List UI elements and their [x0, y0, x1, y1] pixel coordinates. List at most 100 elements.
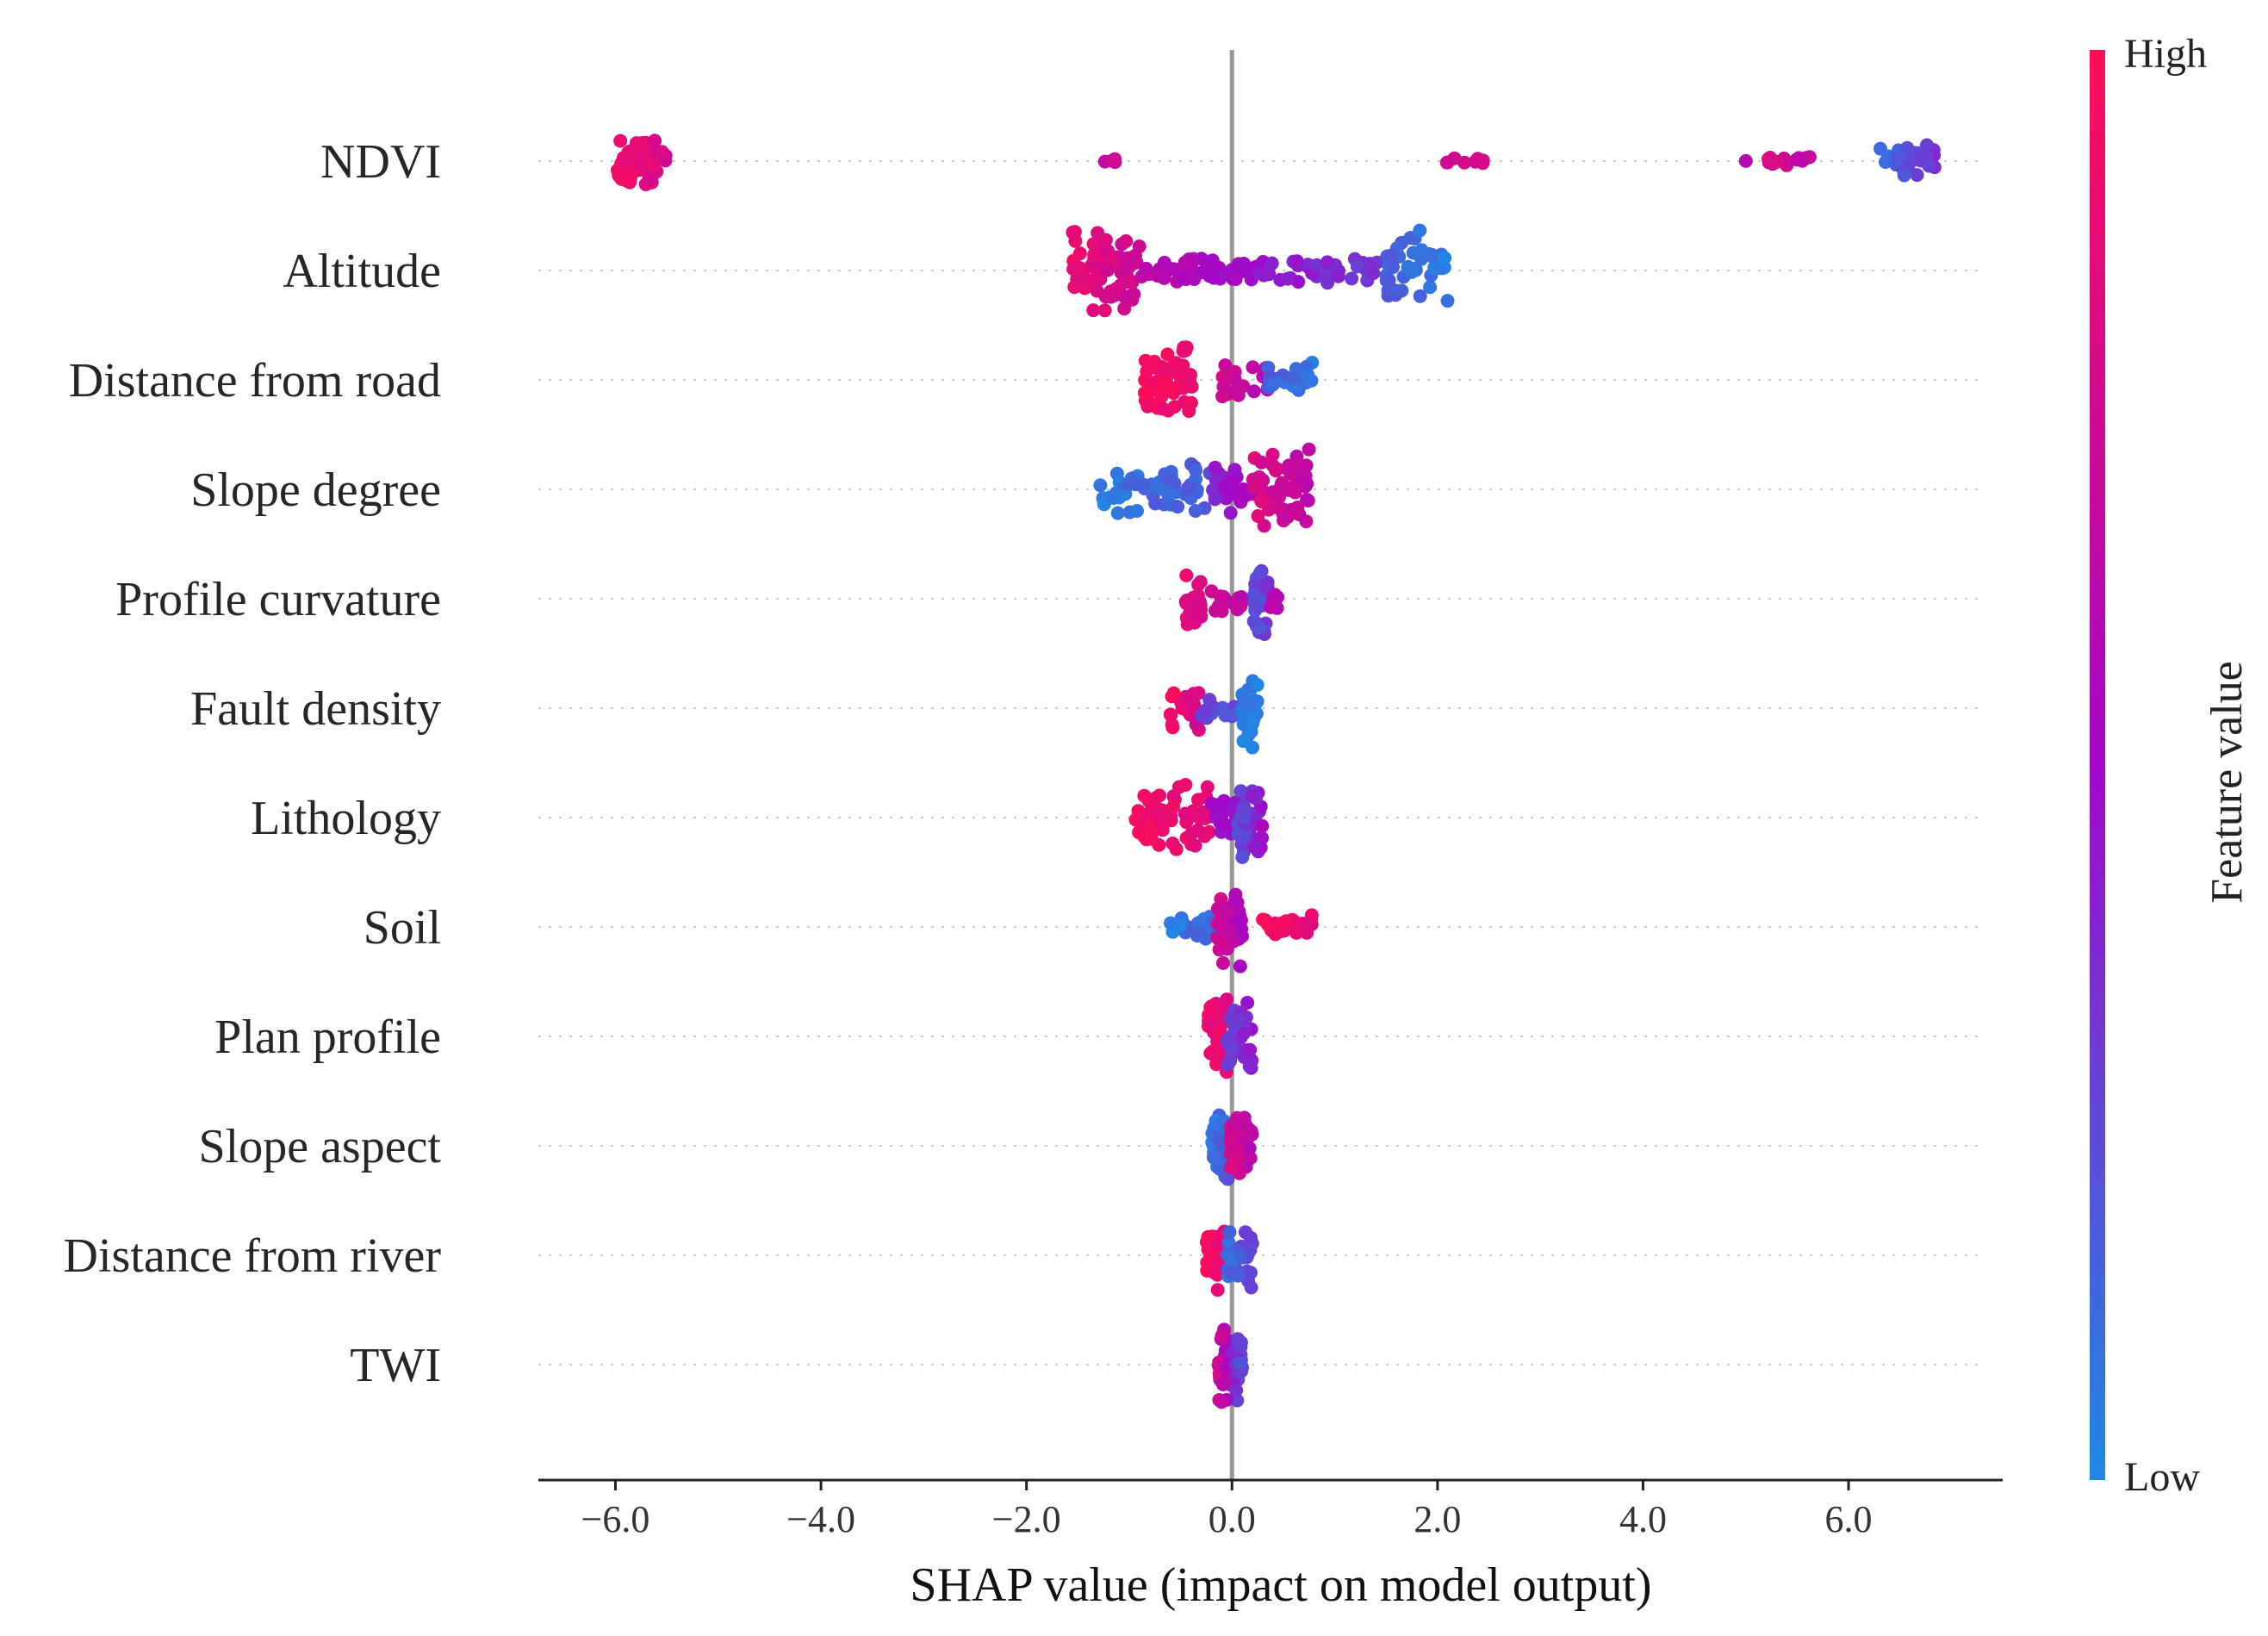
shap-point — [1252, 565, 1267, 580]
shap-point — [1281, 463, 1296, 477]
colorbar-title: Feature value — [2203, 661, 2252, 904]
shap-point — [1158, 375, 1171, 389]
feature-labels: NDVI Altitude Distance from road Slope degr… — [64, 135, 442, 1392]
shap-point — [1738, 153, 1753, 168]
shap-point — [1177, 255, 1192, 270]
shap-point — [1130, 504, 1144, 518]
shap-point — [1229, 1383, 1244, 1397]
shap-point — [1900, 140, 1915, 155]
shap-point — [1223, 1160, 1238, 1174]
shap-point — [1148, 496, 1163, 511]
shap-point — [1173, 918, 1188, 932]
shap-point — [1440, 155, 1455, 170]
shap-point — [1425, 247, 1439, 262]
shap-point — [1251, 509, 1265, 523]
shap-point — [1140, 364, 1154, 379]
shap-point — [1438, 251, 1452, 265]
colorbar-high-label: High — [2124, 31, 2207, 77]
shap-point — [1202, 824, 1216, 839]
shap-point — [1220, 370, 1234, 385]
shap-point — [1154, 389, 1169, 404]
shap-point — [1253, 620, 1268, 635]
shap-point — [1203, 1000, 1218, 1015]
shap-point — [1140, 399, 1155, 414]
shap-point — [1220, 992, 1234, 1007]
shap-point — [1246, 839, 1261, 854]
shap-point — [1233, 495, 1248, 509]
shap-point — [1232, 1013, 1246, 1028]
shap-point — [1243, 1042, 1258, 1057]
shap-point — [1110, 506, 1125, 520]
shap-point — [1245, 789, 1259, 804]
shap-point — [1236, 1027, 1251, 1041]
shap-point — [1144, 376, 1159, 390]
shap-point — [1067, 280, 1082, 295]
shap-point — [1247, 588, 1261, 602]
shap-point — [1138, 386, 1152, 400]
shap-point — [1423, 280, 1438, 295]
shap-point — [1160, 347, 1175, 362]
shap-point — [1228, 272, 1243, 286]
shap-point — [1257, 519, 1271, 533]
shap-point — [1175, 358, 1190, 373]
shap-point — [1191, 686, 1206, 700]
shap-point — [1180, 593, 1194, 607]
shap-point — [655, 146, 669, 160]
shap-point — [1890, 150, 1904, 165]
shap-point — [1163, 707, 1177, 722]
shap-point — [1210, 1034, 1225, 1048]
feature-label: Fault density — [190, 682, 441, 736]
shap-point — [1232, 911, 1246, 926]
shap-point — [1235, 850, 1250, 864]
shap-point — [1119, 233, 1134, 248]
x-tick-label: 2.0 — [1414, 1498, 1461, 1540]
shap-point — [1078, 281, 1092, 295]
shap-point — [1201, 1229, 1215, 1244]
shap-point — [1144, 831, 1159, 846]
feature-label: Distance from river — [64, 1229, 442, 1283]
shap-point — [1269, 463, 1283, 478]
shap-point — [1122, 477, 1136, 492]
shap-point — [1210, 1283, 1225, 1297]
shap-point — [1203, 1017, 1218, 1031]
shap-point — [1920, 138, 1934, 152]
shap-point — [1246, 360, 1260, 375]
shap-point — [1320, 255, 1334, 270]
shap-point — [1157, 269, 1171, 283]
x-tick-label: −2.0 — [992, 1498, 1061, 1540]
shap-point — [1302, 442, 1316, 457]
shap-point — [1266, 377, 1280, 392]
feature-label: Distance from road — [69, 354, 441, 407]
shap-point — [1873, 141, 1887, 156]
shap-point — [1301, 494, 1315, 507]
shap-point — [1384, 248, 1399, 263]
shap-point — [1204, 796, 1219, 811]
shap-point — [613, 134, 628, 148]
shap-point — [1157, 363, 1171, 377]
shap-point — [1401, 259, 1415, 274]
shap-point — [1137, 788, 1152, 803]
feature-label: Slope aspect — [199, 1120, 442, 1173]
shap-point — [1289, 925, 1303, 940]
shap-point — [1265, 485, 1280, 500]
shap-point — [1105, 153, 1120, 168]
shap-point — [1403, 231, 1418, 245]
row-gridlines — [538, 160, 1985, 1365]
shap-point — [1254, 455, 1269, 470]
shap-point — [634, 146, 649, 160]
shap-point — [618, 155, 632, 169]
shap-point — [1897, 168, 1911, 183]
shap-point — [1093, 478, 1108, 493]
shap-point — [1879, 155, 1892, 169]
shap-point — [1211, 1238, 1225, 1253]
shap-point — [1264, 600, 1278, 614]
shap-point — [1198, 931, 1213, 946]
shap-point — [1769, 154, 1784, 169]
shap-point — [1241, 1122, 1256, 1136]
feature-label: Soil — [364, 901, 441, 955]
shap-point — [1072, 261, 1087, 275]
shap-point — [1198, 703, 1213, 718]
shap-point — [1191, 793, 1205, 807]
shap-point — [1153, 802, 1167, 817]
shap-point — [1254, 495, 1269, 509]
